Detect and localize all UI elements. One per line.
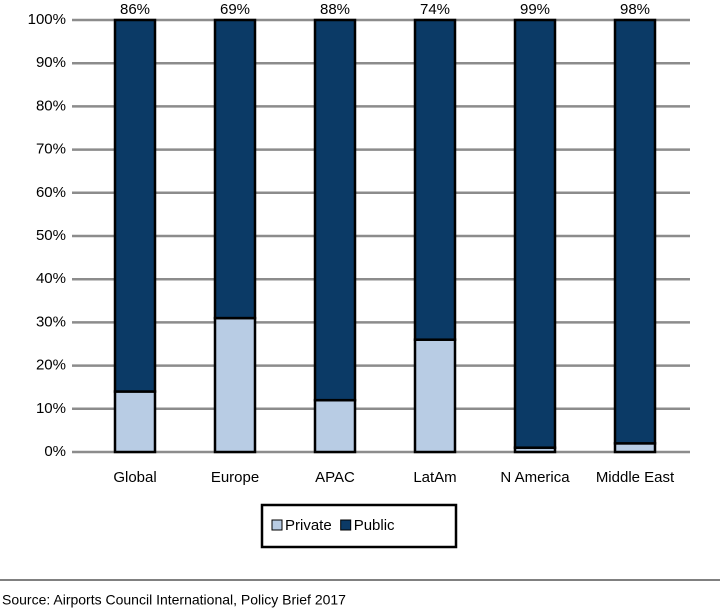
legend-label: Public — [354, 517, 395, 534]
legend-label: Private — [285, 517, 332, 534]
y-tick-label: 90% — [36, 54, 66, 71]
bar-segment — [413, 338, 457, 454]
data-label: 99% — [520, 1, 550, 18]
y-tick-label: 0% — [44, 443, 66, 460]
y-tick-label: 100% — [28, 11, 66, 28]
y-tick-label: 10% — [36, 400, 66, 417]
bar-segment — [213, 316, 257, 454]
x-tick-label: APAC — [315, 469, 355, 486]
x-tick-label: Global — [113, 469, 156, 486]
bar-segment — [613, 442, 657, 454]
legend-box — [260, 503, 458, 549]
y-tick-label: 40% — [36, 270, 66, 287]
x-tick-label: LatAm — [413, 469, 456, 486]
y-tick-label: 60% — [36, 184, 66, 201]
data-label: 74% — [420, 1, 450, 18]
data-label: 98% — [620, 1, 650, 18]
y-tick-label: 50% — [36, 227, 66, 244]
source-note: Source: Airports Council International, … — [2, 592, 346, 608]
y-tick-label: 80% — [36, 97, 66, 114]
bar-segment — [313, 18, 357, 402]
data-label: 69% — [220, 1, 250, 18]
bar-segment — [513, 18, 557, 449]
x-tick-label: N America — [500, 469, 570, 486]
legend-swatch — [340, 519, 352, 531]
bar-segment — [213, 18, 257, 320]
bar-segment — [613, 18, 657, 445]
data-label: 88% — [320, 1, 350, 18]
x-tick-label: Middle East — [596, 469, 675, 486]
y-tick-label: 30% — [36, 313, 66, 330]
y-tick-label: 70% — [36, 141, 66, 158]
bar-segment — [413, 18, 457, 341]
y-tick-label: 20% — [36, 357, 66, 374]
x-tick-label: Europe — [211, 469, 259, 486]
bar-segment — [313, 398, 357, 454]
bar-segment — [113, 18, 157, 393]
legend-swatch — [271, 519, 283, 531]
bar-segment — [113, 390, 157, 454]
data-label: 86% — [120, 1, 150, 18]
